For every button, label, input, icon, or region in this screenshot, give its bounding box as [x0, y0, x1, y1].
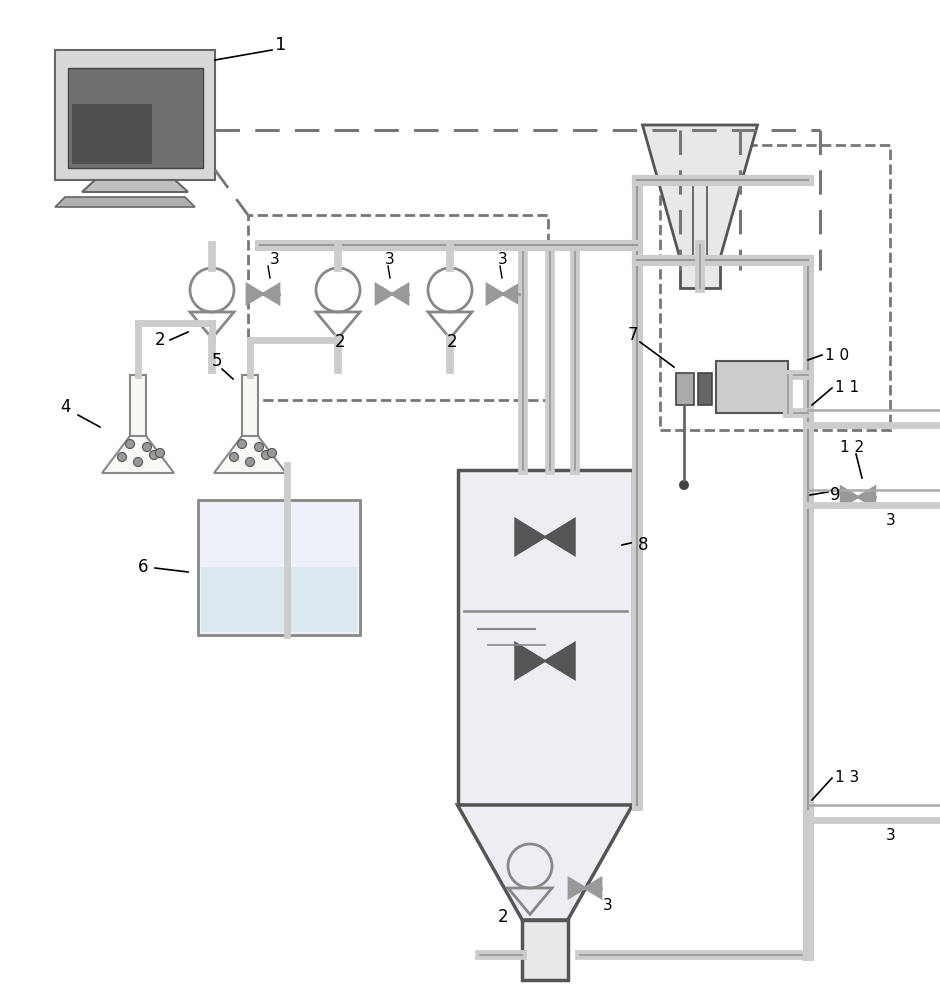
Text: 1 2: 1 2: [840, 440, 864, 455]
Polygon shape: [545, 519, 574, 555]
Bar: [660, 145, 890, 430]
Circle shape: [155, 448, 164, 458]
Polygon shape: [503, 284, 519, 304]
Text: 2: 2: [498, 908, 509, 926]
Circle shape: [126, 440, 134, 448]
Polygon shape: [545, 643, 574, 679]
Bar: [198, 500, 360, 635]
Polygon shape: [458, 805, 633, 920]
Bar: [681, 260, 719, 288]
Polygon shape: [55, 50, 215, 180]
Polygon shape: [392, 284, 408, 304]
Text: 6: 6: [138, 558, 149, 576]
Text: 9: 9: [830, 486, 840, 504]
Bar: [458, 470, 633, 805]
Polygon shape: [841, 487, 858, 507]
Bar: [716, 361, 788, 413]
Polygon shape: [487, 284, 503, 304]
Bar: [676, 373, 694, 405]
Polygon shape: [55, 197, 195, 207]
Polygon shape: [214, 436, 286, 473]
Circle shape: [255, 442, 263, 452]
Text: 3: 3: [270, 252, 280, 267]
Bar: [248, 215, 548, 400]
Polygon shape: [376, 284, 392, 304]
Text: 3: 3: [498, 252, 508, 267]
Text: 3: 3: [886, 828, 896, 843]
Circle shape: [149, 450, 159, 460]
Text: 3: 3: [603, 898, 613, 913]
Text: 8: 8: [638, 536, 649, 554]
Bar: [68, 68, 203, 168]
Polygon shape: [569, 878, 585, 898]
Circle shape: [133, 458, 143, 466]
Text: 3: 3: [886, 513, 896, 528]
Polygon shape: [858, 487, 875, 507]
Bar: [523, 920, 568, 980]
Circle shape: [245, 458, 255, 466]
Circle shape: [238, 440, 246, 448]
Text: 1 3: 1 3: [835, 770, 859, 785]
Text: 2: 2: [335, 333, 346, 351]
Polygon shape: [82, 180, 188, 192]
Polygon shape: [102, 436, 174, 473]
Circle shape: [268, 448, 276, 458]
Bar: [201, 567, 357, 632]
Polygon shape: [247, 284, 263, 304]
Text: 2: 2: [155, 331, 165, 349]
Circle shape: [679, 480, 689, 490]
Circle shape: [143, 442, 151, 452]
Bar: [68, 68, 203, 168]
Bar: [243, 375, 258, 436]
Polygon shape: [585, 878, 601, 898]
Polygon shape: [263, 284, 279, 304]
Polygon shape: [515, 643, 545, 679]
Bar: [130, 375, 146, 436]
Circle shape: [118, 452, 127, 462]
Text: 2: 2: [447, 333, 458, 351]
Text: 3: 3: [385, 252, 395, 267]
Text: 5: 5: [212, 352, 223, 370]
Text: 1 1: 1 1: [835, 380, 859, 395]
Circle shape: [229, 452, 239, 462]
Polygon shape: [643, 125, 758, 260]
Circle shape: [261, 450, 271, 460]
Bar: [72, 104, 152, 164]
Text: 1 0: 1 0: [825, 348, 849, 363]
Text: 1: 1: [275, 36, 287, 54]
Text: 7: 7: [628, 326, 638, 344]
Text: 4: 4: [60, 398, 70, 416]
Bar: [698, 373, 712, 405]
Polygon shape: [515, 519, 545, 555]
